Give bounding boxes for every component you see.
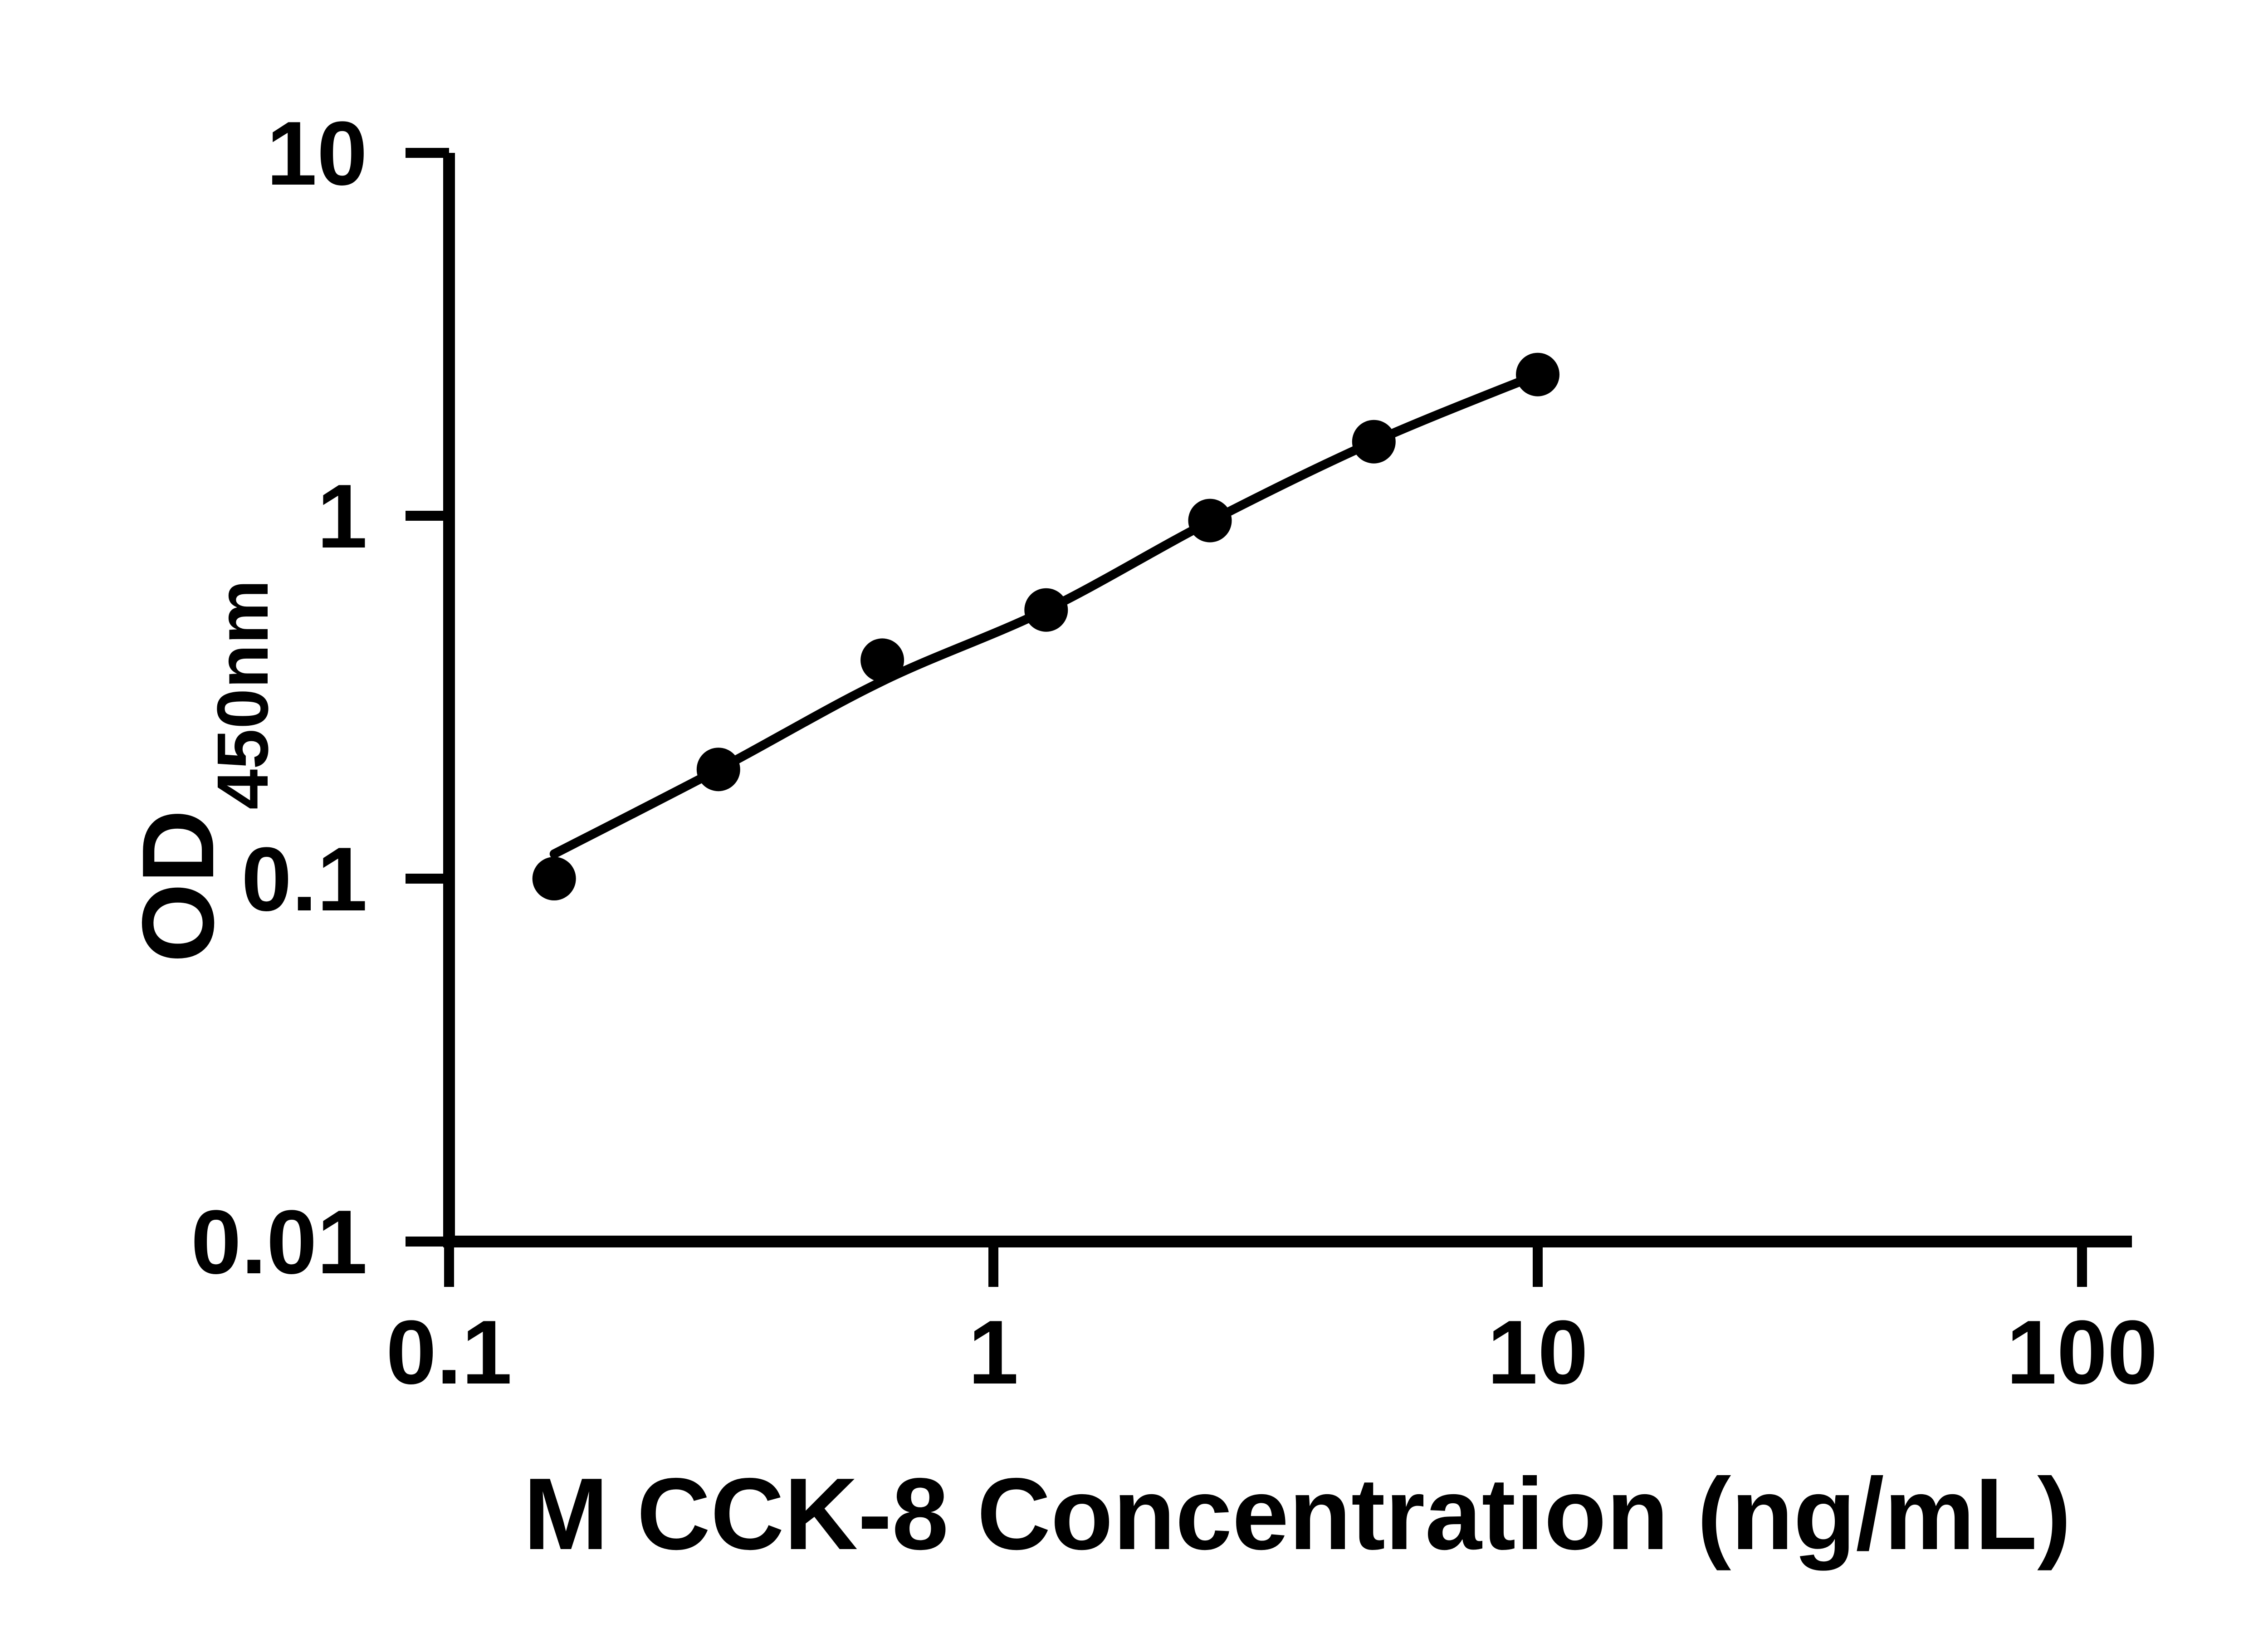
y-axis-title-subscript: 450nm — [202, 580, 283, 810]
y-axis-title: OD450nm — [121, 580, 283, 963]
y-axis-ticks: 10 1 0.1 0.01 — [191, 103, 449, 1293]
x-tick-label: 100 — [2006, 1302, 2158, 1403]
x-axis-title: M CCK-8 Concentration (ng/mL) — [523, 1457, 2071, 1571]
x-tick-label: 0.1 — [386, 1302, 512, 1403]
x-tick-label: 1 — [968, 1302, 1018, 1403]
y-tick-label: 0.01 — [191, 1192, 367, 1293]
x-tick-label: 10 — [1487, 1302, 1588, 1403]
data-point — [1024, 588, 1068, 632]
data-point — [696, 748, 740, 792]
y-tick-label: 10 — [267, 103, 367, 204]
y-tick-label: 1 — [317, 466, 367, 567]
data-series — [532, 352, 1559, 900]
data-point — [1188, 499, 1232, 543]
data-point — [860, 638, 904, 682]
y-axis-title-main: OD — [121, 810, 235, 963]
data-point — [532, 857, 576, 900]
x-axis-ticks: 0.1 1 10 100 — [386, 1242, 2158, 1403]
data-point — [1516, 352, 1559, 396]
y-tick-label: 0.1 — [241, 829, 367, 930]
data-point — [1352, 420, 1396, 464]
axes — [443, 153, 2132, 1247]
